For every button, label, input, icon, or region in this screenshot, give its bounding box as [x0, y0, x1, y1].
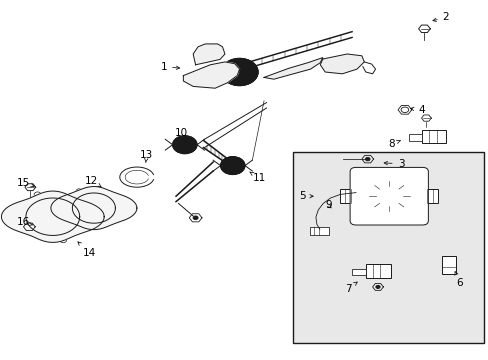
Circle shape [220, 157, 244, 175]
Circle shape [193, 216, 198, 220]
Polygon shape [264, 58, 322, 79]
Bar [351, 269, 365, 275]
Circle shape [368, 181, 409, 211]
Text: 1: 1 [160, 62, 179, 72]
Bar [422, 189, 437, 203]
Text: 3: 3 [384, 159, 404, 169]
Text: 14: 14 [78, 242, 96, 258]
Text: 9: 9 [325, 200, 331, 210]
Polygon shape [183, 62, 239, 88]
Text: 12: 12 [85, 176, 101, 187]
Circle shape [221, 58, 258, 86]
Bar [309, 227, 328, 235]
Text: 8: 8 [387, 139, 399, 149]
Text: 6: 6 [454, 271, 462, 288]
Bar [408, 134, 421, 141]
Text: 4: 4 [410, 105, 424, 115]
Circle shape [365, 157, 369, 161]
Bar [421, 130, 445, 143]
Polygon shape [193, 44, 224, 65]
Polygon shape [320, 54, 364, 74]
Circle shape [375, 285, 379, 288]
Text: 15: 15 [17, 178, 34, 188]
Bar [293, 152, 483, 343]
Polygon shape [1, 191, 104, 242]
Text: 2: 2 [432, 12, 448, 22]
Text: 13: 13 [140, 150, 153, 163]
FancyBboxPatch shape [349, 167, 427, 225]
Polygon shape [51, 186, 137, 230]
Bar [441, 256, 455, 274]
Text: 10: 10 [174, 128, 189, 141]
Bar [340, 189, 355, 203]
Text: 7: 7 [344, 282, 356, 294]
Text: 11: 11 [249, 172, 265, 183]
Bar [365, 264, 390, 278]
Text: 5: 5 [298, 191, 312, 201]
Circle shape [172, 136, 197, 154]
Text: 16: 16 [17, 217, 33, 228]
